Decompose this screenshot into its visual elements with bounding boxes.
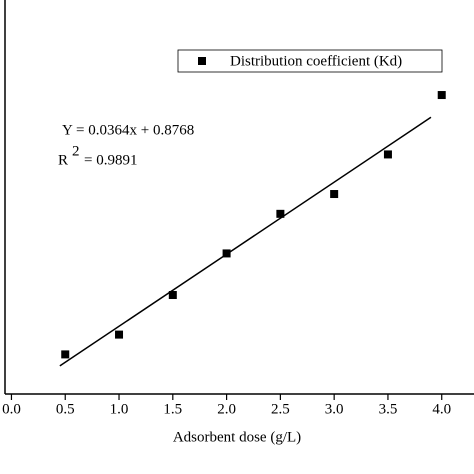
annotation: = 0.9891 bbox=[84, 152, 137, 168]
legend-marker bbox=[198, 57, 206, 65]
x-tick-label: 0.5 bbox=[56, 401, 75, 417]
x-tick-label: 3.5 bbox=[379, 401, 398, 417]
point bbox=[276, 209, 285, 218]
x-tick-label: 3.0 bbox=[325, 401, 344, 417]
legend bbox=[177, 49, 443, 73]
point bbox=[115, 330, 124, 339]
x-tick-label: 4.0 bbox=[432, 401, 451, 417]
x-tick-label: 1.0 bbox=[110, 401, 129, 417]
x-axis-label: Adsorbent dose (g/L) bbox=[173, 429, 301, 445]
point bbox=[383, 150, 392, 159]
x-tick-label: 0.0 bbox=[2, 401, 21, 417]
legend-label: Distribution coefficient (Kd) bbox=[230, 53, 402, 69]
point bbox=[437, 91, 446, 100]
x-tick-label: 2.0 bbox=[217, 401, 236, 417]
annotation: 2 bbox=[72, 143, 80, 159]
point bbox=[168, 291, 177, 300]
point bbox=[330, 190, 339, 199]
x-tick-label: 2.5 bbox=[271, 401, 290, 417]
point bbox=[61, 350, 70, 359]
fit-line bbox=[59, 116, 432, 367]
annotation: Y = 0.0364x + 0.8768 bbox=[62, 122, 194, 138]
x-tick-label: 1.5 bbox=[163, 401, 182, 417]
point bbox=[222, 249, 231, 258]
annotation: R bbox=[58, 152, 68, 168]
